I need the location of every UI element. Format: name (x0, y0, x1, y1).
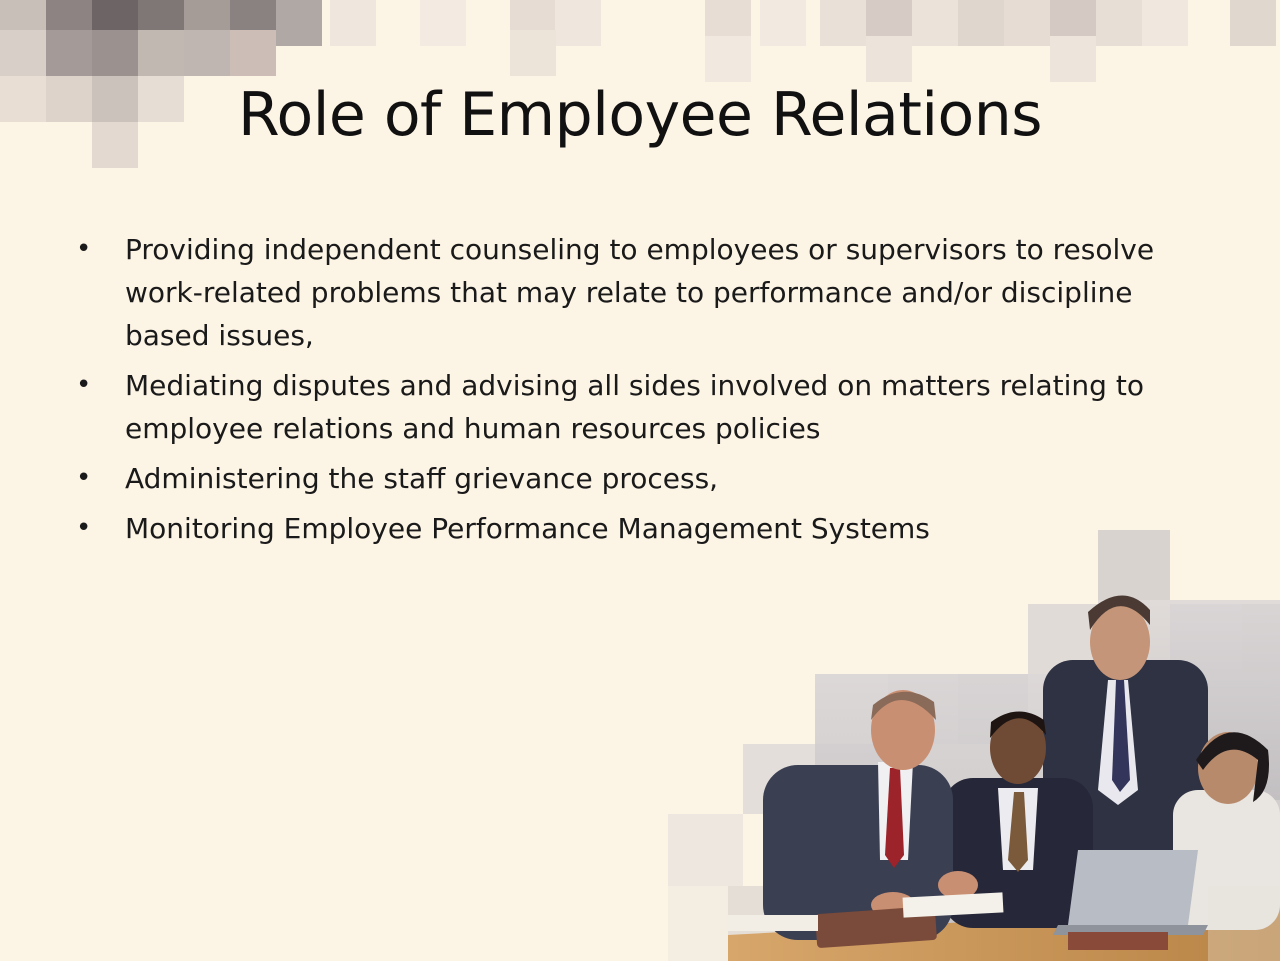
bullet-text: Monitoring Employee Performance Manageme… (125, 512, 930, 545)
top-mosaic-decoration (0, 0, 1280, 170)
bullet-icon: • (76, 234, 92, 264)
bullet-icon: • (76, 370, 92, 400)
bullet-text: Providing independent counseling to empl… (125, 233, 1155, 352)
business-team-photo (668, 530, 1280, 961)
business-team-photo-icon (668, 530, 1280, 961)
bullet-list: • Providing independent counseling to em… (72, 228, 1202, 557)
bullet-item: • Administering the staff grievance proc… (72, 457, 1202, 500)
bullet-text: Administering the staff grievance proces… (125, 462, 719, 495)
slide-title: Role of Employee Relations (237, 80, 1043, 150)
bullet-icon: • (76, 463, 92, 493)
bullet-item: • Mediating disputes and advising all si… (72, 364, 1202, 450)
bullet-text: Mediating disputes and advising all side… (125, 369, 1144, 445)
bullet-item: • Monitoring Employee Performance Manage… (72, 507, 1202, 550)
bullet-icon: • (76, 513, 92, 543)
bullet-item: • Providing independent counseling to em… (72, 228, 1202, 357)
